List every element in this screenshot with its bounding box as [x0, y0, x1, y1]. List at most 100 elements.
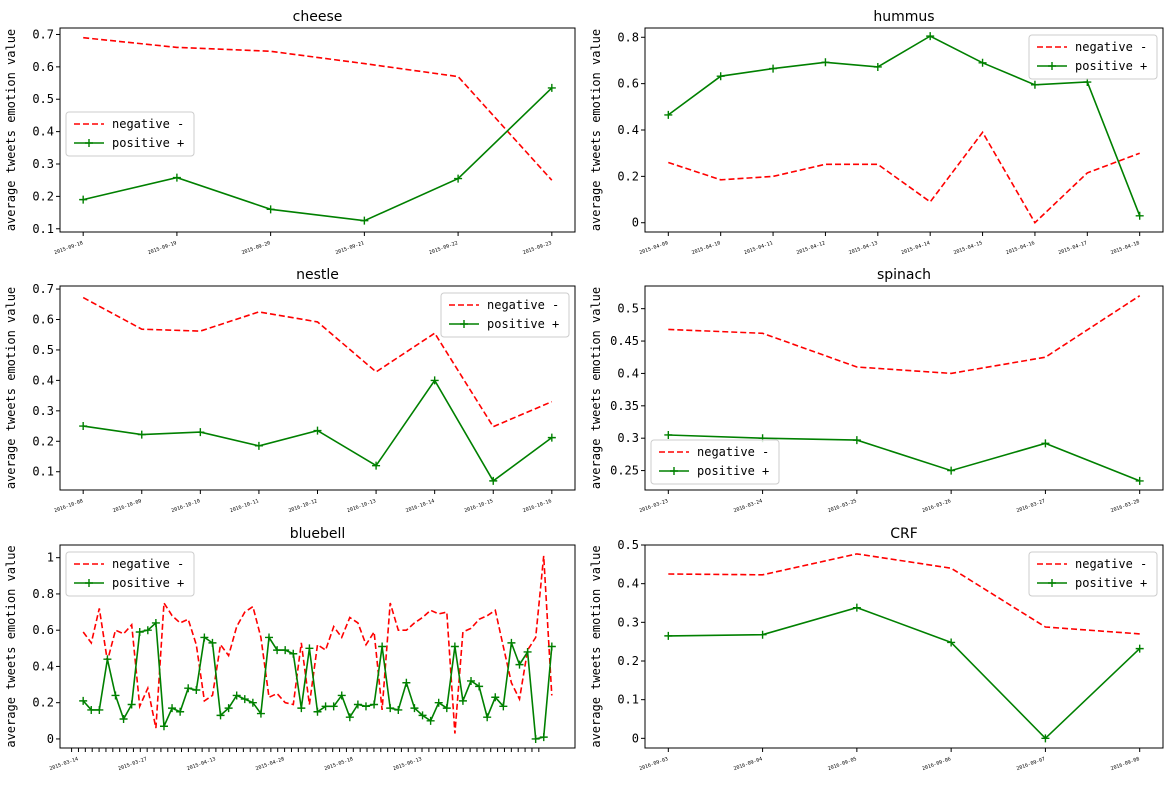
y-tick-label: 0.1: [617, 693, 639, 707]
data-point: [852, 436, 861, 445]
axes-frame: [59, 544, 576, 749]
data-point: [499, 702, 508, 711]
y-tick-label: 0.2: [617, 169, 639, 183]
data-point: [547, 83, 556, 92]
x-tick-label: 2016-10-11: [229, 498, 259, 514]
data-point: [196, 428, 205, 437]
data-point: [531, 734, 540, 743]
x-tick-label: 2015-04-13: [848, 240, 878, 256]
series-line-negative: [83, 36, 553, 181]
x-tick-label: 2016-10-14: [405, 498, 435, 514]
y-tick-label: 0.5: [617, 302, 639, 316]
data-point: [281, 646, 290, 655]
data-point: [410, 704, 419, 713]
x-tick-label: 2015-04-10: [691, 240, 721, 256]
y-tick-label: 0.1: [32, 222, 54, 236]
x-tick-label: 2015-09-18: [54, 240, 84, 256]
x-tick-label: 2015-09-19: [147, 240, 177, 256]
legend: negative - positive +: [65, 111, 195, 157]
data-point: [216, 711, 225, 720]
data-point: [1041, 734, 1050, 743]
legend-marker: [460, 320, 468, 328]
y-tick-label: 0.7: [32, 282, 54, 296]
chart-title: hummus: [873, 9, 934, 25]
y-tick-label: 0.6: [617, 77, 639, 91]
data-point: [184, 684, 193, 693]
series-line-negative: [82, 296, 553, 428]
data-point: [321, 702, 330, 711]
y-tick-label: 0.4: [617, 123, 639, 137]
y-tick-label: 0.4: [32, 373, 54, 387]
data-point: [426, 716, 435, 725]
data-point: [329, 702, 338, 711]
data-point: [491, 693, 500, 702]
x-tick-label: 2015-09-20: [241, 240, 271, 256]
data-point: [192, 686, 201, 694]
data-point: [664, 631, 673, 640]
y-tick-label: 0.35: [610, 399, 639, 413]
y-tick-label: 0.5: [32, 92, 54, 106]
data-point: [515, 660, 524, 669]
chart-panel-crf: CRF average tweets emotion value 0 0.1 0.2 0.…: [589, 526, 1164, 772]
x-tick-label: 2016-10-13: [346, 498, 376, 514]
series-line-positive: [667, 35, 1141, 217]
y-tick-label: 0.3: [617, 615, 639, 629]
data-point: [483, 713, 492, 722]
legend: negative - positive +: [650, 439, 780, 485]
data-point: [442, 704, 451, 713]
data-point: [402, 678, 411, 687]
axes-frame: [644, 285, 1164, 491]
data-point: [507, 638, 516, 647]
data-point: [434, 698, 443, 707]
y-tick-label: 0.6: [32, 623, 54, 637]
data-point: [539, 733, 548, 742]
y-tick-label: 0.4: [617, 577, 639, 591]
data-point: [273, 646, 282, 655]
x-tick-label: 2015-03-14: [49, 756, 79, 772]
series-line-positive: [82, 621, 553, 740]
data-point: [232, 691, 241, 700]
data-point: [337, 691, 346, 700]
data-point: [430, 376, 439, 385]
legend-marker: [85, 139, 93, 147]
x-tick-label: 2016-10-12: [288, 498, 318, 514]
data-point: [547, 433, 556, 442]
chart-title: spinach: [877, 267, 931, 283]
data-point: [345, 713, 354, 722]
y-tick-label: 0.2: [32, 696, 54, 710]
data-point: [475, 682, 484, 691]
data-point: [1041, 439, 1050, 448]
data-point: [372, 461, 381, 470]
chart-title: bluebell: [290, 526, 346, 542]
legend-label: positive +: [1075, 576, 1147, 590]
legend-box: [65, 111, 195, 157]
data-point: [523, 647, 532, 656]
chart-panel-cheese: cheese average tweets emotion value 0.1 0.2…: [4, 9, 576, 256]
legend-label: positive +: [112, 576, 184, 590]
legend-box: [650, 439, 780, 485]
data-point: [313, 426, 322, 435]
data-point: [127, 700, 136, 709]
legend-box: [1028, 551, 1158, 597]
data-point: [172, 173, 181, 182]
chart-panel-spinach: spinach average tweets emotion value 0.25 0…: [589, 267, 1164, 514]
data-point: [208, 638, 217, 647]
y-tick-label: 0.4: [617, 366, 639, 380]
legend: negative - positive +: [65, 551, 195, 597]
data-point: [1135, 476, 1144, 485]
data-point: [79, 422, 88, 431]
legend: negative - positive +: [1028, 551, 1158, 597]
data-point: [873, 62, 882, 71]
data-point: [1135, 211, 1144, 220]
data-point: [467, 676, 476, 685]
y-axis-label: average tweets emotion value: [589, 545, 603, 747]
series-line-negative: [668, 130, 1140, 224]
x-tick-label: 2016-10-16: [522, 498, 552, 514]
x-tick-label: 2016-03-28: [1110, 498, 1140, 514]
y-tick-label: 0.8: [617, 30, 639, 44]
axes-frame: [644, 544, 1164, 749]
x-tick-label: 2016-03-23: [639, 498, 669, 514]
x-tick-label: 2016-09-03: [639, 756, 669, 772]
y-tick-label: 1: [47, 551, 54, 565]
